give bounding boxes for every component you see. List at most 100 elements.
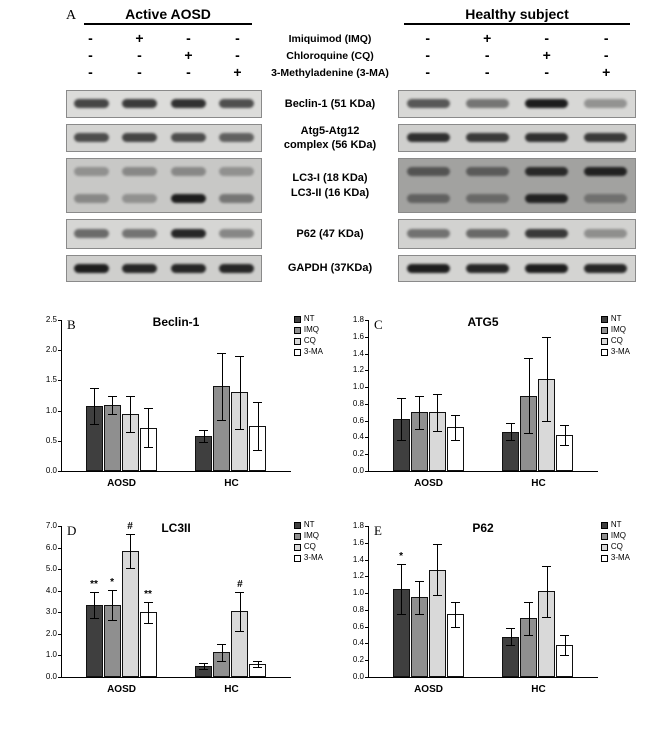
y-tick-label: 0.2	[352, 449, 364, 459]
protein-band	[466, 167, 509, 177]
protein-band	[122, 99, 158, 108]
error-bar-cap	[217, 353, 227, 355]
chart-title-lc3ii: LC3II	[161, 521, 191, 535]
error-bar	[455, 414, 457, 440]
treatment-sign: -	[137, 64, 142, 80]
y-tick-mark	[365, 471, 369, 472]
y-tick-label: 5.0	[45, 564, 57, 574]
protein-band	[73, 167, 109, 177]
chart-legend: NT IMQ CQ 3-MA	[600, 520, 630, 562]
group-header-active-aosd: Active AOSD	[84, 6, 252, 25]
legend-swatch	[600, 543, 608, 551]
error-bar-cap	[125, 533, 135, 535]
y-tick-mark	[58, 569, 62, 571]
error-bar	[130, 395, 132, 432]
treatment-sign: -	[88, 30, 93, 46]
protein-band	[407, 229, 450, 238]
error-bar-cap	[107, 619, 117, 621]
error-bar-cap	[450, 439, 460, 441]
3ma-signs-hc: - - - +	[398, 64, 636, 81]
error-bar-cap	[542, 420, 552, 422]
y-tick-mark	[365, 336, 369, 338]
protein-band	[73, 133, 109, 142]
protein-band	[525, 167, 568, 177]
significance-marker: **	[90, 578, 98, 590]
y-tick-label: 1.4	[352, 554, 364, 564]
y-tick-mark	[365, 353, 369, 355]
panel-letter-c: C	[374, 317, 383, 332]
legend-item: NT	[600, 520, 630, 529]
plot-area-p62: 0.0 0.2 0.4 0.6 0.8 1.0 1.2 1.4 1.6 1.8 AOSD * HC	[353, 521, 598, 695]
protein-band	[584, 167, 627, 177]
chart-legend: NT IMQ CQ 3-MA	[293, 520, 323, 562]
blot-image-p62-hc	[398, 219, 636, 249]
y-tick-mark	[365, 437, 369, 439]
error-bar-cap	[524, 357, 534, 359]
legend-label: IMQ	[610, 325, 626, 334]
legend-label: NT	[303, 520, 315, 529]
error-bar	[203, 429, 205, 442]
error-bar-cap	[506, 645, 516, 647]
treatment-row-imq: - + - - Imiquimod (IMQ) - + - -	[66, 30, 636, 47]
legend-swatch	[600, 532, 608, 540]
protein-band	[170, 193, 206, 203]
error-bar-cap	[560, 635, 570, 637]
error-bar-cap	[107, 413, 117, 415]
error-bar-cap	[253, 660, 263, 662]
significance-marker: #	[237, 578, 243, 590]
blot-image-lc3-aosd	[66, 158, 262, 213]
blot-label-beclin1: Beclin-1 (51 KDa)	[284, 97, 376, 110]
error-bar-cap	[235, 630, 245, 632]
error-bar-cap	[506, 628, 516, 630]
treatment-sign: -	[484, 64, 490, 80]
protein-band	[525, 99, 568, 108]
treatment-sign: +	[602, 64, 611, 80]
legend-label: CQ	[610, 336, 623, 345]
y-tick-mark	[365, 576, 369, 578]
error-bar	[257, 660, 259, 668]
error-bar-cap	[524, 635, 534, 637]
error-bar	[564, 635, 566, 656]
protein-band	[466, 99, 509, 108]
error-bar-cap	[450, 601, 460, 603]
blot-row-atg5: Atg5-Atg12 complex (56 KDa)	[66, 124, 636, 152]
legend-label: NT	[610, 314, 622, 323]
panel-letter-e: E	[374, 523, 382, 538]
legend-item: 3-MA	[293, 554, 323, 562]
chart-title-atg5: ATG5	[467, 315, 499, 329]
y-tick-label: 0.0	[352, 672, 364, 681]
y-tick-label: 1.2	[352, 365, 364, 375]
legend-item: CQ	[293, 336, 323, 345]
y-tick-label: 0.0	[45, 672, 57, 681]
protein-band	[122, 167, 158, 177]
protein-band	[466, 193, 509, 203]
panel-letter-b: B	[67, 317, 76, 332]
y-tick-label: 1.6	[352, 331, 364, 341]
protein-band	[407, 99, 450, 108]
y-tick-mark	[365, 454, 369, 456]
y-tick-mark	[365, 643, 369, 645]
y-tick-label: 1.0	[45, 405, 57, 415]
y-tick-mark	[365, 403, 369, 405]
error-bar	[257, 401, 259, 450]
error-bar-cap	[107, 395, 117, 397]
error-bar-cap	[560, 444, 570, 446]
legend-label: CQ	[303, 336, 316, 345]
error-bar-cap	[199, 429, 209, 431]
category-label: HC	[224, 478, 239, 489]
legend-item: IMQ	[600, 532, 630, 540]
y-tick-mark	[58, 380, 62, 382]
significance-marker: *	[399, 550, 403, 562]
legend-label: CQ	[303, 542, 316, 551]
plot-area-lc3ii: 0.0 1.0 2.0 3.0 4.0 5.0 6.0 7.0 AOSD ** * # ** HC #	[46, 521, 291, 695]
protein-band	[73, 193, 109, 203]
cq-signs-aosd: - - + -	[66, 47, 262, 64]
legend-label: 3-MA	[303, 347, 323, 356]
panel-a-body: - + - - Imiquimod (IMQ) - + - - - - + - Chloroqui…	[66, 30, 636, 282]
legend-label: NT	[610, 520, 622, 529]
y-tick-mark	[365, 542, 369, 544]
protein-band	[219, 99, 255, 108]
y-tick-label: 1.5	[45, 375, 57, 385]
y-tick-label: 0.0	[45, 466, 57, 475]
